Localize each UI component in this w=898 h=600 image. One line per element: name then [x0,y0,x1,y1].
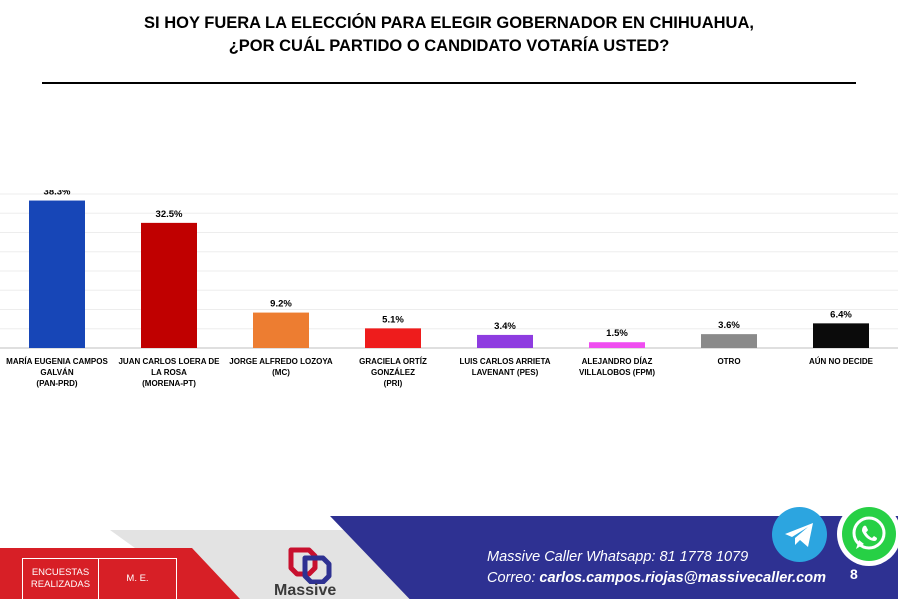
category-label-line: LAVENANT (PES) [472,368,539,377]
chart-title: SI HOY FUERA LA ELECCIÓN PARA ELEGIR GOB… [0,12,898,58]
bar [701,334,757,348]
chart-bars [29,200,869,348]
value-label: 32.5% [156,209,183,220]
bar [813,323,869,348]
category-label-line: (MC) [272,368,290,377]
title-divider [42,82,856,84]
category-label-line: JORGE ALFREDO LOZOYA [229,357,333,366]
email-label: Correo: [487,570,536,586]
value-label: 1.5% [606,328,628,339]
footer-red-band [0,548,240,599]
category-label-line: OTRO [717,357,740,366]
encuestas-label: ENCUESTAS REALIZADAS [23,559,99,599]
email-contact: Correo: carlos.campos.riojas@massivecall… [487,570,826,586]
bar [253,312,309,348]
email-address[interactable]: carlos.campos.riojas@massivecaller.com [539,570,826,586]
category-label-line: (MORENA-PT) [142,379,196,388]
category-label-line: GRACIELA ORTÍZ [359,357,427,366]
logo-text: Massive [274,582,337,599]
title-line-2: ¿POR CUÁL PARTIDO O CANDIDATO VOTARÍA US… [228,37,670,55]
category-label-line: AÚN NO DECIDE [809,357,874,366]
category-labels: MARÍA EUGENIA CAMPOS GALVÁN (PAN-PRD) JUAN … [6,357,873,388]
category-label: MARÍA EUGENIA CAMPOS GALVÁN (PAN-PRD) [6,357,108,388]
encuestas-table: ENCUESTAS REALIZADAS M. E. [22,558,177,599]
category-label-line: LUIS CARLOS ARRIETA [459,357,550,366]
category-label-line: GALVÁN [40,368,73,377]
whatsapp-icon[interactable] [842,507,896,561]
me-label: M. E. [126,573,149,584]
telegram-icon[interactable] [772,507,827,562]
bar [141,222,197,348]
bar-chart: 38.3% 32.5% 9.2% 5.1% 3.4% 1.5% 3.6% 6.4% MARÍA… [0,190,898,388]
value-label: 9.2% [270,299,292,310]
value-label: 3.6% [718,320,740,331]
category-label: JORGE ALFREDO LOZOYA (MC) [229,357,333,377]
value-label: 6.4% [830,309,852,320]
bar [29,200,85,348]
value-label: 3.4% [494,321,516,332]
category-label-line: JUAN CARLOS LOERA DE [118,357,220,366]
category-label: ALEJANDRO DÍAZ VILLALOBOS (FPM) [579,357,655,377]
whatsapp-label: Massive Caller Whatsapp: [487,549,656,565]
bar [477,334,533,348]
category-label: LUIS CARLOS ARRIETA LAVENANT (PES) [459,357,550,377]
category-label-line: VILLALOBOS (FPM) [579,368,655,377]
category-label-line: GONZÁLEZ [371,368,415,377]
whatsapp-contact: Massive Caller Whatsapp: 81 1778 1079 [487,549,748,565]
bar [589,342,645,348]
page-number: 8 [850,566,858,582]
category-label: GRACIELA ORTÍZ GONZÁLEZ (PRI) [359,357,427,388]
bar [365,328,421,348]
category-label-line: (PRI) [384,379,403,388]
category-label-line: MARÍA EUGENIA CAMPOS [6,357,108,366]
value-label: 38.3% [44,190,71,198]
whatsapp-number: 81 1778 1079 [659,549,749,565]
title-line-1: SI HOY FUERA LA ELECCIÓN PARA ELEGIR GOB… [144,14,754,32]
category-label: JUAN CARLOS LOERA DE LA ROSA (MORENA-PT) [118,357,220,388]
category-label-line: ALEJANDRO DÍAZ [582,357,653,366]
category-label-line: (PAN-PRD) [36,379,78,388]
chart-grid [0,193,898,349]
value-labels: 38.3% 32.5% 9.2% 5.1% 3.4% 1.5% 3.6% 6.4% [44,190,853,339]
massive-logo-icon [288,547,332,584]
value-label: 5.1% [382,314,404,325]
category-label: AÚN NO DECIDE [809,357,874,366]
category-label-line: LA ROSA [151,368,187,377]
category-label: OTRO [717,357,740,366]
